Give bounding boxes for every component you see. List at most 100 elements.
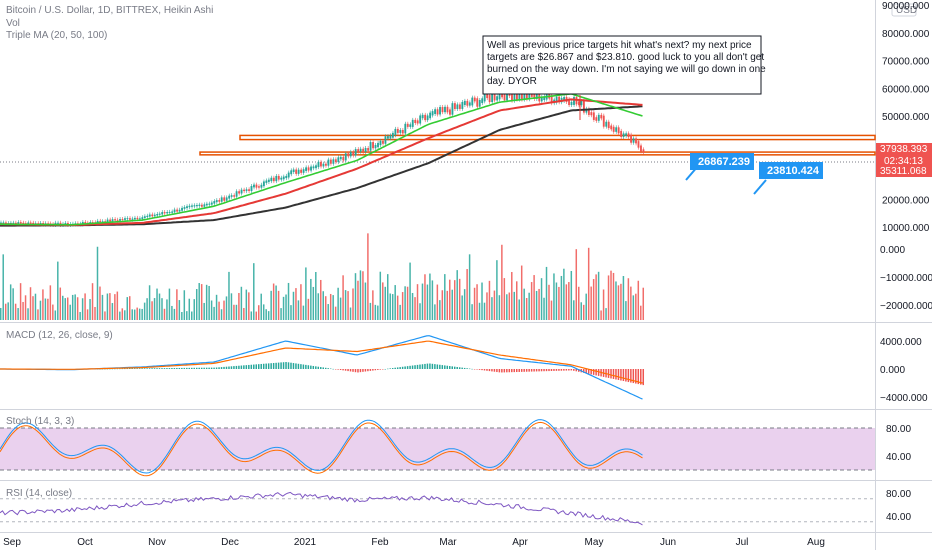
volume-bar [627, 278, 630, 320]
candle [277, 175, 280, 180]
candle [550, 95, 553, 104]
macd-histogram-bar [401, 366, 404, 369]
macd-histogram-bar [111, 368, 114, 370]
volume-bar [560, 275, 563, 320]
macd-histogram-bar [503, 369, 506, 373]
target-callout-1[interactable]: 26867.239 [685, 153, 754, 181]
volume-bar [171, 305, 173, 320]
candle [64, 222, 67, 225]
macd-histogram-bar [458, 367, 461, 369]
macd-tick-label: 0.000 [880, 365, 905, 376]
volume-bar [49, 285, 52, 320]
volume-bar [563, 268, 565, 320]
macd-histogram-bar [109, 368, 111, 370]
volume-bar [285, 294, 287, 320]
macd-histogram-bar [436, 364, 439, 369]
macd-histogram-bar [208, 367, 210, 369]
candle [347, 153, 350, 157]
volume-bar [496, 260, 498, 320]
macd-histogram-bar [223, 366, 225, 369]
macd-histogram-bar [488, 369, 491, 372]
macd-histogram-bar [124, 368, 126, 370]
macd-histogram-bar [617, 369, 620, 380]
volume-bar [362, 271, 364, 320]
candle [478, 99, 481, 107]
candle [409, 124, 412, 127]
volume-bar [59, 287, 62, 320]
macd-histogram-bar [575, 369, 578, 372]
macd-histogram-bar [625, 369, 627, 382]
volume-bar [163, 308, 166, 320]
macd-histogram-bar [129, 368, 131, 370]
volume-bar [27, 308, 29, 320]
volume-bar [374, 304, 377, 320]
candle [198, 204, 201, 206]
candle [441, 107, 444, 113]
price-tick-label: 90000.000 [882, 1, 930, 12]
volume-bar [109, 293, 111, 320]
volume-bar [389, 293, 391, 320]
candle [642, 149, 645, 153]
rsi-panel [0, 491, 875, 526]
rsi-tick-label: 80.00 [886, 489, 911, 500]
candle [384, 136, 387, 144]
macd-histogram-bar [307, 365, 310, 369]
candle [126, 218, 129, 220]
volume-bar [173, 308, 176, 320]
volume-bar [367, 233, 369, 320]
macd-histogram-bar [352, 369, 354, 372]
volume-bar [69, 304, 71, 320]
volume-bar [19, 283, 22, 320]
volume-bar [129, 296, 131, 320]
volume-bar [235, 304, 238, 320]
resistance-zone-2 [199, 151, 876, 156]
macd-histogram-bar [215, 367, 218, 369]
macd-histogram-bar [188, 367, 191, 369]
macd-histogram-bar [421, 364, 424, 369]
macd-histogram-bar [627, 369, 630, 383]
volume-bar [342, 275, 344, 320]
volume-bar [622, 276, 625, 320]
volume-bar [223, 300, 225, 320]
volume-bar [533, 275, 535, 320]
candle [352, 151, 355, 156]
macd-histogram-bar [555, 369, 558, 371]
volume-bar [550, 300, 553, 320]
price-tick-label: 60000.000 [882, 84, 930, 95]
volume-bar [406, 286, 409, 320]
volume-bar [258, 305, 260, 320]
volume-bar [37, 309, 39, 320]
candle [374, 144, 377, 149]
candle [525, 91, 528, 100]
macd-histogram-bar [349, 369, 352, 372]
macd-histogram-bar [511, 369, 513, 373]
candle [563, 97, 565, 102]
volume-bar [518, 299, 520, 320]
macd-histogram-bar [620, 369, 622, 381]
annotation-note[interactable]: Well as previous price targets hit what'… [482, 35, 766, 120]
candle [334, 159, 337, 163]
macd-histogram-bar [369, 369, 372, 371]
candle [280, 177, 283, 180]
macd-histogram-bar [297, 363, 300, 369]
macd-histogram-bar [258, 364, 260, 369]
macd-histogram-bar [265, 363, 267, 369]
currency-badge[interactable]: USD [891, 3, 917, 17]
target-callout-2[interactable]: 23810.424 [753, 162, 823, 195]
candle [622, 133, 625, 137]
macd-histogram-bar [615, 369, 617, 380]
macd-histogram-bar [116, 368, 119, 370]
volume-bar [324, 296, 327, 320]
candle [272, 177, 275, 182]
candle [627, 133, 630, 138]
candle [354, 149, 357, 156]
annotation-line-2: targets are $26.867 and $23.810. good lu… [487, 52, 764, 63]
macd-histogram-bar [245, 365, 248, 369]
candle [153, 214, 156, 217]
macd-histogram-bar [186, 367, 188, 369]
volume-bar [312, 286, 315, 320]
macd-histogram-bar [426, 363, 429, 369]
candle [424, 114, 427, 121]
candle [245, 189, 248, 192]
